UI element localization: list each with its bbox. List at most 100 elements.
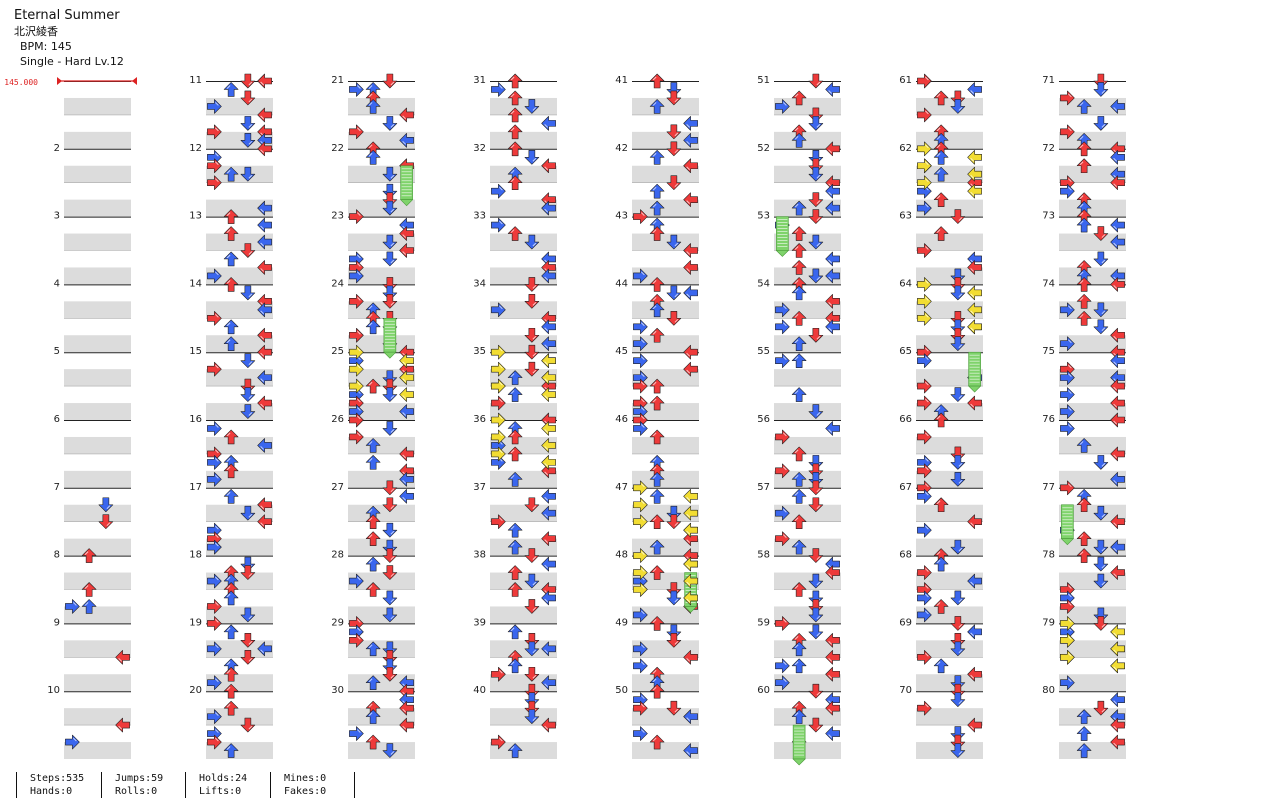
arrow-shape xyxy=(365,582,381,597)
left-arrow-icon xyxy=(775,429,790,445)
notes-layer xyxy=(65,73,1125,766)
measure-number: 54 xyxy=(757,278,770,289)
arrow-shape xyxy=(666,624,682,640)
arrow-shape xyxy=(1110,327,1125,343)
measure-number: 20 xyxy=(189,685,202,696)
down-arrow-icon xyxy=(791,514,807,530)
arrow-shine xyxy=(936,144,941,149)
up-arrow-icon xyxy=(950,743,966,758)
arrow-shine xyxy=(674,183,679,188)
right-arrow-icon xyxy=(683,285,698,301)
arrow-shape xyxy=(1076,217,1092,233)
beat-band xyxy=(916,267,983,285)
arrow-shine xyxy=(248,98,253,103)
right-arrow-icon xyxy=(541,641,556,657)
arrow-shape xyxy=(683,116,698,131)
up-arrow-icon xyxy=(666,700,682,716)
measure-number: 16 xyxy=(189,414,202,425)
arrow-shine xyxy=(1079,220,1084,225)
arrow-shine xyxy=(390,81,395,86)
arrow-shape xyxy=(1093,700,1109,716)
arrow-shine xyxy=(368,534,373,539)
arrow-shine xyxy=(226,491,231,496)
arrow-shine xyxy=(357,432,361,437)
arrow-shape xyxy=(382,607,398,623)
arrow-shine xyxy=(652,686,657,691)
arrow-shape xyxy=(257,141,272,157)
arrow-shape xyxy=(491,666,506,682)
measure-number: 15 xyxy=(189,346,202,357)
arrow-shape xyxy=(775,319,790,335)
right-arrow-icon xyxy=(825,294,840,309)
right-arrow-icon xyxy=(541,556,556,572)
beat-band xyxy=(774,572,841,590)
arrow-shape xyxy=(541,488,556,504)
arrow-shape xyxy=(1110,395,1125,411)
arrow-shine xyxy=(248,361,253,366)
arrow-shape xyxy=(1076,310,1092,326)
arrow-shine xyxy=(1113,666,1117,671)
arrow-shine xyxy=(499,305,503,310)
left-arrow-icon xyxy=(491,217,506,233)
right-arrow-icon xyxy=(1110,353,1125,368)
beat-band xyxy=(1059,674,1126,692)
arrow-shine xyxy=(641,381,645,386)
down-arrow-icon xyxy=(507,141,523,157)
arrow-shine xyxy=(368,313,373,318)
arrow-shape xyxy=(633,565,648,580)
hold-body xyxy=(400,165,413,200)
right-arrow-icon xyxy=(967,82,982,97)
arrow-shape xyxy=(1060,336,1075,352)
arrow-shine xyxy=(794,135,799,140)
arrow-shine xyxy=(357,254,361,259)
arrow-shape xyxy=(633,353,648,368)
arrow-shine xyxy=(226,322,231,327)
arrow-shine xyxy=(686,268,690,272)
arrow-shine xyxy=(532,242,537,247)
arrow-shape xyxy=(683,522,698,538)
stat-fakes: Fakes:0 xyxy=(284,786,327,797)
beat-band xyxy=(348,165,415,183)
arrow-shape xyxy=(1076,99,1092,114)
arrow-shape xyxy=(382,641,398,657)
arrow-shine xyxy=(248,657,253,662)
arrow-shape xyxy=(683,649,698,665)
arrow-shine xyxy=(368,678,373,683)
arrow-shape xyxy=(967,717,982,733)
hold-body xyxy=(968,351,981,387)
arrow-shine xyxy=(226,280,231,284)
down-arrow-icon xyxy=(649,277,665,292)
arrow-shape xyxy=(507,472,523,487)
up-arrow-icon xyxy=(950,692,966,707)
arrow-shine xyxy=(652,186,657,191)
beat-band xyxy=(1059,470,1126,488)
arrow-shape xyxy=(933,497,949,513)
beat-band xyxy=(916,131,983,149)
arrow-shine xyxy=(641,373,645,377)
arrow-shape xyxy=(917,294,932,309)
beat-band xyxy=(206,606,273,624)
arrow-shape xyxy=(382,658,398,674)
arrow-shine xyxy=(248,412,253,416)
arrow-shine xyxy=(925,76,929,81)
measure-25: 25 xyxy=(331,346,415,420)
song-artist: 北沢綾香 xyxy=(14,25,58,38)
beat-band xyxy=(64,233,131,251)
measure-11: 11 xyxy=(189,75,273,149)
beat-band xyxy=(1059,572,1126,590)
beat-band xyxy=(632,640,699,658)
arrow-shine xyxy=(794,280,799,284)
arrow-shape xyxy=(349,82,364,97)
up-arrow-icon xyxy=(950,336,966,352)
hold-tail xyxy=(683,606,698,613)
right-arrow-icon xyxy=(683,116,698,131)
arrow-shine xyxy=(368,559,373,564)
hold-tail xyxy=(775,250,790,257)
arrow-shape xyxy=(825,82,840,97)
arrow-shine xyxy=(925,652,929,657)
up-arrow-icon xyxy=(950,209,966,224)
arrow-shine xyxy=(510,144,515,149)
beat-band xyxy=(632,165,699,183)
left-arrow-icon xyxy=(633,641,648,657)
arrow-shine xyxy=(970,268,974,272)
